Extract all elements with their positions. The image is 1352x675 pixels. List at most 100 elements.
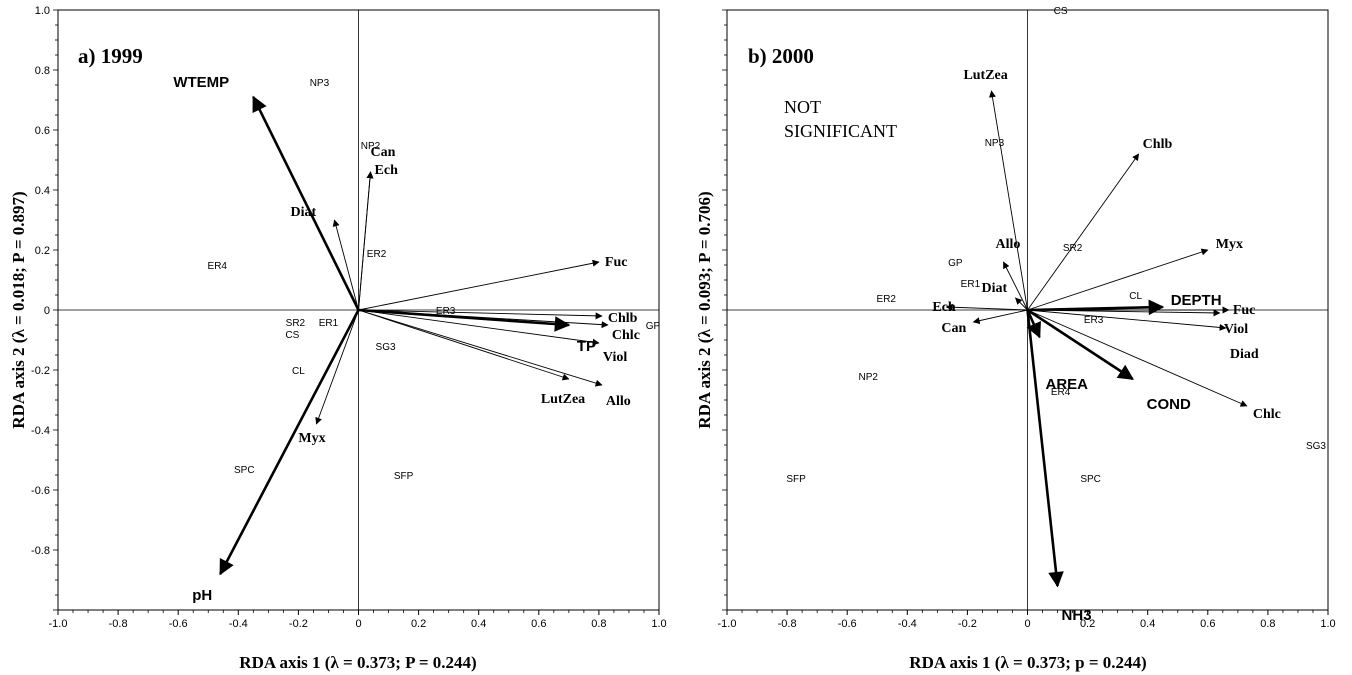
x-tick-label: -0.4 <box>898 618 917 630</box>
x-tick-label: -1.0 <box>49 618 68 630</box>
pigment-label-viol: Viol <box>603 350 627 365</box>
site-label-spc: SPC <box>234 465 255 476</box>
pigment-label-myx: Myx <box>1216 237 1243 252</box>
x-tick-label: 0.8 <box>591 618 606 630</box>
environment-arrow-wtemp <box>252 95 360 311</box>
site-label-np3: NP3 <box>310 78 330 89</box>
environment-label-area: AREA <box>1046 376 1089 393</box>
pigment-arrow-diat <box>1014 297 1028 311</box>
x-tick-label: 0.4 <box>1140 618 1155 630</box>
pigment-arrow-ech <box>358 171 374 311</box>
panel-2000: b) 2000 NOT SIGNIFICANT RDA axis 1 (λ = … <box>695 6 1336 672</box>
y-axis-label: RDA axis 2 (λ = 0.093; P = 0.706) <box>695 191 714 428</box>
environment-arrow-tp <box>358 308 571 332</box>
site-label-sg3: SG3 <box>1306 441 1326 452</box>
pigment-label-ech: Ech <box>932 300 956 315</box>
pigment-label-fuc: Fuc <box>1233 303 1256 318</box>
pigment-arrow-diad <box>1027 309 1227 331</box>
site-label-er4: ER4 <box>1051 387 1071 398</box>
site-label-er1: ER1 <box>319 318 339 329</box>
pigment-label-lutzea: LutZea <box>541 392 585 407</box>
site-label-er2: ER2 <box>877 294 897 305</box>
environment-arrow-ph <box>219 309 360 576</box>
pigment-label-viol: Viol <box>1224 322 1248 337</box>
pigment-arrow-can <box>972 309 1028 325</box>
x-tick-label: -0.6 <box>169 618 188 630</box>
pigment-arrow-allo <box>1003 261 1028 311</box>
pigment-arrow-myx <box>315 309 359 425</box>
x-tick-label: -0.2 <box>289 618 308 630</box>
pigment-label-diat: Diat <box>290 205 316 220</box>
environment-arrow-cond <box>1026 308 1134 381</box>
x-tick-label: -1.0 <box>718 618 737 630</box>
x-tick-label: 0 <box>1024 618 1030 630</box>
pigment-label-chlc: Chlc <box>1253 407 1281 422</box>
pigment-label-can: Can <box>941 321 966 336</box>
site-label-sr2: SR2 <box>286 318 306 329</box>
pigment-label-diat: Diat <box>981 281 1007 296</box>
site-label-sfp: SFP <box>394 471 414 482</box>
pigment-arrow-myx <box>1027 248 1209 311</box>
environment-label-tp: TP <box>577 338 596 355</box>
environment-label-depth: DEPTH <box>1171 292 1222 309</box>
pigment-arrow-chlb <box>358 309 603 320</box>
site-label-sfp: SFP <box>786 474 806 485</box>
y-tick-label: 0.8 <box>35 65 50 77</box>
panel-title: a) 1999 <box>78 44 143 68</box>
x-axis-label: RDA axis 1 (λ = 0.373; p = 0.244) <box>909 653 1146 672</box>
environment-arrow-depth <box>1027 299 1165 316</box>
x-tick-label: -0.4 <box>229 618 248 630</box>
x-tick-label: 0.6 <box>531 618 546 630</box>
pigment-arrow-diat <box>332 219 359 311</box>
pigment-arrow-allo <box>358 309 603 387</box>
site-label-sg3: SG3 <box>376 342 396 353</box>
panel-title: b) 2000 <box>748 44 814 68</box>
y-tick-label: -0.4 <box>31 425 50 437</box>
environment-label-ph: pH <box>192 587 212 604</box>
y-tick-label: 0 <box>44 305 50 317</box>
site-label-cs: CS <box>285 330 299 341</box>
environment-label-wtemp: WTEMP <box>173 74 229 91</box>
x-tick-label: 0.2 <box>411 618 426 630</box>
y-tick-label: 0.6 <box>35 125 50 137</box>
panel-1999: a) 1999 RDA axis 1 (λ = 0.373; P = 0.244… <box>9 5 667 672</box>
pigment-arrow-chlb <box>1027 153 1140 311</box>
site-label-er1: ER1 <box>961 279 981 290</box>
site-label-gp: GP <box>948 258 963 269</box>
x-tick-label: 0 <box>355 618 361 630</box>
site-label-cl: CL <box>292 366 305 377</box>
significance-note: SIGNIFICANT <box>784 121 897 141</box>
pigment-label-myx: Myx <box>298 431 325 446</box>
x-tick-label: 0.2 <box>1080 618 1095 630</box>
y-tick-label: -0.6 <box>31 485 50 497</box>
pigment-label-chlb: Chlb <box>608 311 638 326</box>
site-label-np2: NP2 <box>361 141 381 152</box>
y-tick-label: 0.2 <box>35 245 50 257</box>
pigment-arrow-ech <box>945 303 1028 311</box>
site-label-er3: ER3 <box>1084 315 1104 326</box>
pigment-arrow-chlc <box>1027 309 1248 407</box>
x-tick-label: 0.8 <box>1260 618 1275 630</box>
x-tick-label: 1.0 <box>651 618 666 630</box>
x-axis-label: RDA axis 1 (λ = 0.373; P = 0.244) <box>239 653 476 672</box>
x-tick-label: -0.2 <box>958 618 977 630</box>
pigment-arrow-lutzea <box>989 90 1028 311</box>
x-tick-label: 0.6 <box>1200 618 1215 630</box>
environment-arrow-nh3 <box>1026 309 1064 588</box>
pigment-label-lutzea: LutZea <box>963 68 1007 83</box>
environment-label-cond: COND <box>1147 396 1191 413</box>
pigment-label-allo: Allo <box>995 237 1020 252</box>
site-label-spc: SPC <box>1080 474 1101 485</box>
site-label-np2: NP2 <box>859 372 879 383</box>
x-tick-label: -0.8 <box>778 618 797 630</box>
y-axis-label: RDA axis 2 (λ = 0.018; P = 0.897) <box>9 191 28 428</box>
site-label-np3: NP3 <box>985 138 1005 149</box>
pigment-label-diad: Diad <box>1230 347 1259 362</box>
x-tick-label: -0.6 <box>838 618 857 630</box>
y-tick-label: -0.8 <box>31 545 50 557</box>
pigment-arrow-viol <box>358 309 600 346</box>
y-tick-label: -0.2 <box>31 365 50 377</box>
pigment-label-ech: Ech <box>375 163 399 178</box>
environment-arrow-area <box>1026 309 1041 339</box>
site-label-sr2: SR2 <box>1063 243 1083 254</box>
